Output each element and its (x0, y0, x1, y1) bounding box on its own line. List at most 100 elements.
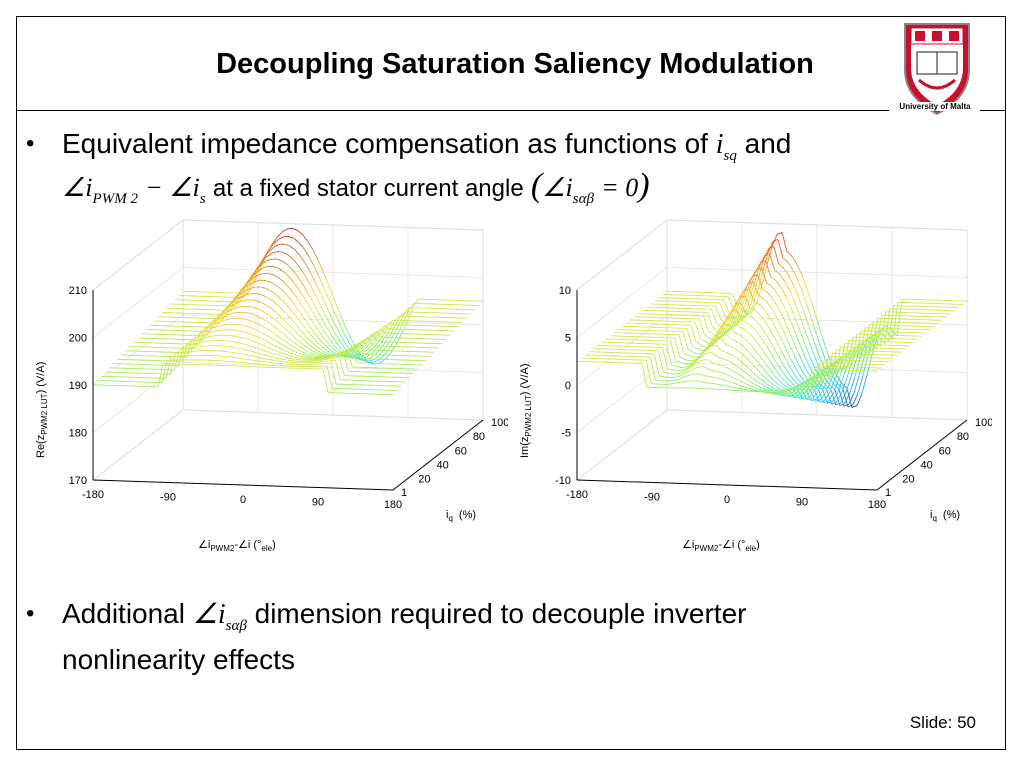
surface-mesh-line (816, 319, 823, 337)
surface-mesh-line (226, 305, 233, 310)
surface-mesh-line (300, 268, 307, 278)
surface-mesh-line (321, 318, 328, 328)
surface-mesh-line (400, 311, 406, 316)
surface-mesh-line (294, 249, 301, 256)
surface-mesh-line (263, 349, 269, 353)
surface-mesh-line (761, 379, 767, 385)
surface-mesh-line (783, 384, 790, 389)
surface-mesh-line (740, 303, 747, 318)
surface-mesh-line (261, 294, 267, 298)
surface-mesh-line (210, 326, 216, 330)
surface-mesh-line (366, 333, 373, 340)
surface-mesh-line (729, 375, 735, 379)
surface-mesh-line (802, 361, 808, 373)
surface-mesh-line (234, 346, 240, 349)
surface-mesh-line (376, 341, 382, 349)
surface-mesh-line (790, 306, 797, 320)
y-tick-label: 40 (436, 459, 448, 471)
surface-mesh-line (374, 328, 381, 335)
surface-mesh-line (765, 260, 772, 277)
surface-mesh-line (323, 337, 329, 345)
surface-mesh-line (778, 379, 785, 386)
surface-mesh-line (724, 331, 731, 339)
surface-mesh-line (740, 352, 746, 358)
surface-mesh-line (290, 318, 297, 326)
surface-mesh-line (756, 331, 763, 340)
surface-mesh-line (781, 390, 787, 392)
surface-mesh-line (852, 393, 859, 406)
surface-mesh-line (325, 315, 332, 326)
surface-mesh-line (672, 369, 678, 372)
surface-mesh-line (282, 270, 288, 276)
surface-mesh-line (787, 342, 794, 354)
surface-mesh-line (270, 299, 277, 305)
surface-mesh-line (235, 352, 241, 355)
surface-mesh-line (339, 333, 346, 343)
surface-mesh-line (253, 274, 259, 279)
surface-mesh-line (742, 369, 748, 375)
surface-mesh-line (762, 252, 769, 271)
surface-mesh-line (851, 334, 858, 365)
surface-mesh-line (713, 363, 719, 365)
surface-mesh-line (273, 326, 280, 331)
surface-mesh-line (896, 299, 903, 337)
surface-mesh-line (212, 317, 219, 322)
surface-mesh-line (748, 380, 754, 384)
surface-mesh-line (714, 331, 721, 337)
surface-mesh-line (337, 352, 343, 356)
surface-mesh-line (866, 340, 872, 345)
surface-mesh-line (791, 323, 797, 337)
surface-mesh-line (317, 353, 324, 356)
surface-mesh-line (714, 370, 720, 373)
surface-mesh-line (293, 238, 300, 243)
surface-mesh-line (752, 377, 758, 383)
surface-mesh-line (342, 350, 348, 354)
surface-mesh-line (352, 344, 359, 349)
surface-mesh-line (277, 231, 284, 237)
surface-mesh-line (243, 312, 249, 314)
surface-mesh-line (695, 341, 702, 346)
surface-mesh-line (698, 318, 705, 335)
surface-mesh-line (274, 357, 280, 360)
surface-mesh-line (318, 276, 325, 288)
surface-mesh-line (334, 356, 340, 359)
surface-mesh-line (745, 356, 751, 363)
surface-mesh-line (268, 272, 274, 276)
surface-mesh-line (299, 321, 306, 329)
surface-mesh-line (782, 257, 789, 263)
z-tick-label: 180 (69, 428, 87, 440)
surface-mesh-line (201, 333, 207, 336)
surface-mesh-line (762, 350, 769, 359)
surface-mesh-line (756, 375, 762, 381)
surface-mesh-line (260, 286, 266, 289)
surface-mesh-line (237, 336, 243, 339)
surface-mesh-line (314, 339, 321, 346)
surface-mesh-line (865, 337, 871, 341)
surface-mesh-line (287, 330, 294, 337)
surface-mesh-line (280, 360, 286, 363)
surface-mesh-line (247, 338, 253, 342)
surface-mesh-line (274, 293, 281, 299)
surface-mesh-line (304, 327, 311, 335)
surface-mesh-line (768, 367, 775, 375)
surface-mesh-line (753, 383, 759, 387)
surface-mesh-line (212, 334, 218, 337)
surface-mesh-line (712, 331, 719, 342)
surface-mesh-line (653, 353, 660, 376)
surface-mesh-line (870, 337, 876, 342)
surface-mesh-line (845, 377, 852, 394)
surface-mesh-line (676, 365, 682, 368)
surface-mesh-line (787, 392, 793, 396)
surface-mesh-line (330, 362, 337, 385)
surface-mesh-line (723, 323, 729, 326)
surface-mesh-line (789, 367, 796, 376)
surface-mesh-line (294, 315, 301, 322)
surface-mesh-line (309, 354, 315, 357)
surface-mesh-line (256, 300, 263, 304)
surface-mesh-line (277, 267, 283, 272)
surface-mesh-line (645, 360, 652, 384)
surface-mesh-line (805, 345, 812, 359)
surface-mesh-line (823, 392, 830, 401)
surface-mesh-line (738, 290, 745, 299)
